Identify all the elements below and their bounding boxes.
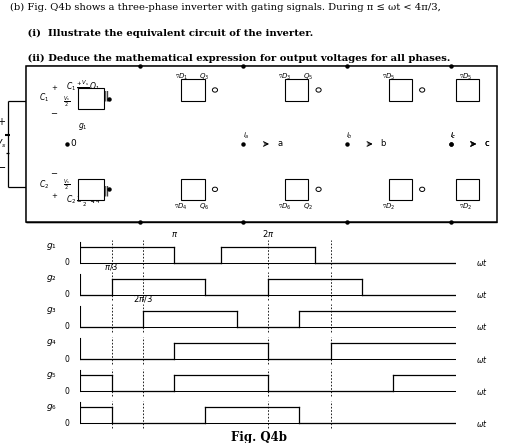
Text: $-$: $-$	[50, 107, 59, 116]
Text: $\pi$: $\pi$	[170, 230, 178, 239]
Text: $\|$: $\|$	[103, 89, 109, 104]
Text: $\triangledown D_1$: $\triangledown D_1$	[175, 72, 188, 82]
Text: $Q_6$: $Q_6$	[199, 202, 210, 212]
Text: $g_1$: $g_1$	[78, 121, 88, 132]
Text: (i)  Illustrate the equivalent circuit of the inverter.: (i) Illustrate the equivalent circuit of…	[10, 29, 313, 38]
Text: $i_a$: $i_a$	[243, 131, 249, 141]
Text: $+$: $+$	[51, 191, 58, 200]
Text: $g₂$: $g₂$	[46, 273, 57, 284]
Text: $\omega t$: $\omega t$	[477, 322, 488, 332]
Text: $-$: $-$	[50, 167, 59, 176]
Bar	[181, 79, 205, 101]
Text: $\omega t$: $\omega t$	[477, 386, 488, 396]
Text: $\omega t$: $\omega t$	[477, 289, 488, 300]
Text: $g₄$: $g₄$	[46, 338, 57, 349]
Bar	[456, 179, 479, 200]
Text: $2\pi$: $2\pi$	[262, 229, 275, 239]
Bar	[78, 179, 104, 200]
Text: Fig. Q4b: Fig. Q4b	[231, 431, 287, 443]
Text: (b) Fig. Q4b shows a three-phase inverter with gating signals. During π ≤ ωt < 4: (b) Fig. Q4b shows a three-phase inverte…	[10, 3, 441, 12]
Text: $\omega t$: $\omega t$	[477, 354, 488, 365]
Text: $V_s$: $V_s$	[0, 138, 7, 150]
Text: $\|$: $\|$	[103, 184, 109, 198]
Text: $\triangledown D_4$: $\triangledown D_4$	[175, 202, 188, 212]
Text: $C_1$: $C_1$	[39, 92, 49, 104]
Text: 0: 0	[70, 140, 76, 148]
Text: 0: 0	[64, 258, 69, 267]
Text: $Q_2$: $Q_2$	[303, 202, 313, 212]
Text: $2\pi/3$: $2\pi/3$	[133, 293, 153, 303]
Text: $\triangledown D_5$: $\triangledown D_5$	[382, 72, 395, 82]
Text: $g₃$: $g₃$	[46, 305, 57, 316]
Text: $\omega t$: $\omega t$	[477, 418, 488, 429]
Bar	[456, 79, 479, 101]
Text: $\triangledown D_2$: $\triangledown D_2$	[459, 202, 473, 212]
Text: $\frac{V_s}{2}$: $\frac{V_s}{2}$	[63, 178, 70, 193]
Bar	[285, 179, 308, 200]
Bar	[388, 79, 412, 101]
Text: $Q_3$: $Q_3$	[199, 72, 210, 82]
Text: $i_b$: $i_b$	[346, 131, 353, 141]
Text: 0: 0	[64, 419, 69, 428]
Text: c: c	[484, 140, 489, 148]
Text: (ii) Deduce the mathematical expression for output voltages for all phases.: (ii) Deduce the mathematical expression …	[10, 54, 451, 63]
Text: $C_2 \, \frac{+}{-} \frac{V_s}{2} \, Q_4$: $C_2 \, \frac{+}{-} \frac{V_s}{2} \, Q_4…	[66, 191, 100, 209]
Text: $\omega t$: $\omega t$	[477, 257, 488, 268]
Text: 0: 0	[64, 354, 69, 364]
Text: a: a	[277, 140, 282, 148]
Text: 0: 0	[64, 387, 69, 396]
Bar	[78, 88, 104, 109]
Text: $\triangledown D_5$: $\triangledown D_5$	[459, 72, 473, 82]
Text: $-$: $-$	[0, 160, 6, 171]
Text: 0: 0	[64, 323, 69, 331]
Text: $\frac{V_s}{2}$: $\frac{V_s}{2}$	[63, 95, 70, 110]
Text: $+$: $+$	[51, 83, 58, 92]
Text: $Q_5$: $Q_5$	[303, 72, 313, 82]
Bar	[285, 79, 308, 101]
Text: $g₁$: $g₁$	[46, 241, 57, 252]
Text: +: +	[0, 117, 5, 128]
Text: $\triangledown D_2$: $\triangledown D_2$	[382, 202, 395, 212]
Text: $i_c$: $i_c$	[450, 131, 456, 141]
Text: c: c	[484, 140, 489, 148]
Bar	[181, 179, 205, 200]
Text: $C_1 \, \frac{+}{-} \frac{V_s}{2} \, Q_1$: $C_1 \, \frac{+}{-} \frac{V_s}{2} \, Q_1…	[66, 79, 100, 97]
Text: $\triangledown D_6$: $\triangledown D_6$	[278, 202, 292, 212]
Text: $\pi/3$: $\pi/3$	[104, 260, 119, 272]
Text: $g₆$: $g₆$	[46, 402, 57, 413]
Text: $g₅$: $g₅$	[46, 369, 57, 381]
Text: 0: 0	[64, 290, 69, 299]
Text: b: b	[381, 140, 386, 148]
Text: $i_c$: $i_c$	[450, 131, 456, 141]
Bar	[388, 179, 412, 200]
Text: $\triangledown D_3$: $\triangledown D_3$	[278, 72, 292, 82]
Text: $C_2$: $C_2$	[39, 178, 49, 190]
